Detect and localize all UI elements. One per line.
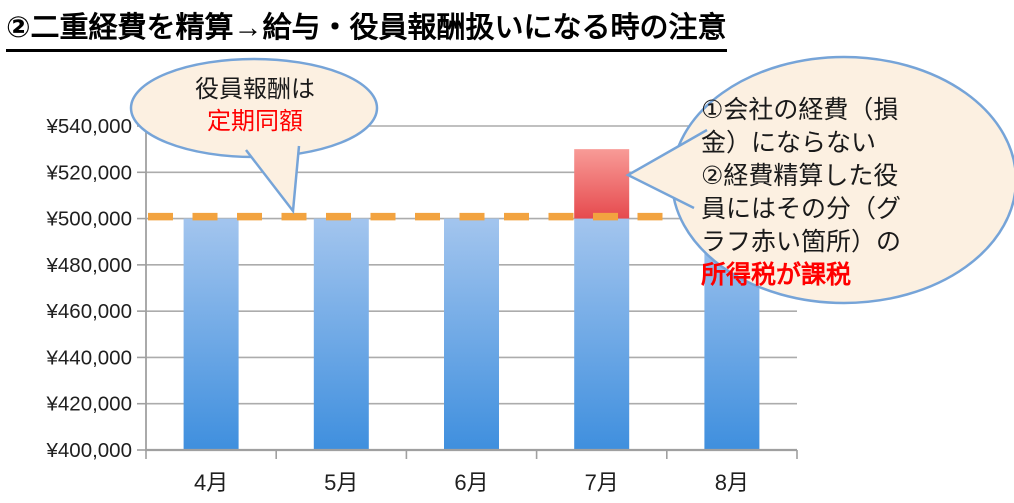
y-axis-labels: ¥540,000 ¥520,000 ¥500,000 ¥480,000 ¥460,000… xyxy=(45,115,132,462)
x-axis-label: 4月 xyxy=(194,470,228,495)
y-axis-label: ¥400,000 xyxy=(45,439,132,462)
bar-blue xyxy=(574,218,630,450)
bar-blue xyxy=(183,218,239,450)
callout-left-line1: 役員報酬は xyxy=(195,76,315,103)
x-axis-label: 5月 xyxy=(324,470,358,495)
speech-bubble-left xyxy=(129,57,379,215)
x-axis-label: 6月 xyxy=(454,470,488,495)
y-axis-label: ¥480,000 xyxy=(45,254,132,277)
bar-blue xyxy=(313,218,369,450)
x-axis-label: 7月 xyxy=(585,470,619,495)
callout-right-body: ①会社の経費（損 金）にならない ②経費精算した役 員にはその分（グ ラフ赤い箇… xyxy=(701,96,902,256)
bubble-right-tail-outline xyxy=(625,128,708,210)
y-axis-label: ¥460,000 xyxy=(45,300,132,323)
x-axis-label: 8月 xyxy=(715,470,749,495)
callout-tax-warning: ①会社の経費（損 金）にならない ②経費精算した役 員にはその分（グ ラフ赤い箇… xyxy=(701,94,1001,292)
axes xyxy=(137,125,798,459)
y-axis-label: ¥440,000 xyxy=(45,346,132,369)
callout-left-line2: 定期同額 xyxy=(207,108,303,135)
bubble-left-tail xyxy=(246,146,299,211)
speech-bubble-right xyxy=(625,55,1014,305)
y-axis-label: ¥540,000 xyxy=(45,115,132,138)
page-title: ②二重経費を精算→給与・役員報酬扱いになる時の注意 xyxy=(6,4,727,52)
bubble-left-tail-outline xyxy=(245,145,301,215)
bars xyxy=(183,149,760,450)
callout-fixed-reward: 役員報酬は 定期同額 xyxy=(149,74,361,138)
y-axis-label: ¥420,000 xyxy=(45,393,132,416)
y-axis-label: ¥520,000 xyxy=(45,161,132,184)
bubble-right-tail xyxy=(628,130,707,208)
y-axis-label: ¥500,000 xyxy=(45,208,132,231)
bar-blue xyxy=(444,218,499,450)
callout-right-highlight: 所得税が課税 xyxy=(701,261,852,289)
x-axis-labels: 4月 5月 6月 7月 8月 xyxy=(194,470,749,495)
bar-red-extra xyxy=(574,149,630,219)
